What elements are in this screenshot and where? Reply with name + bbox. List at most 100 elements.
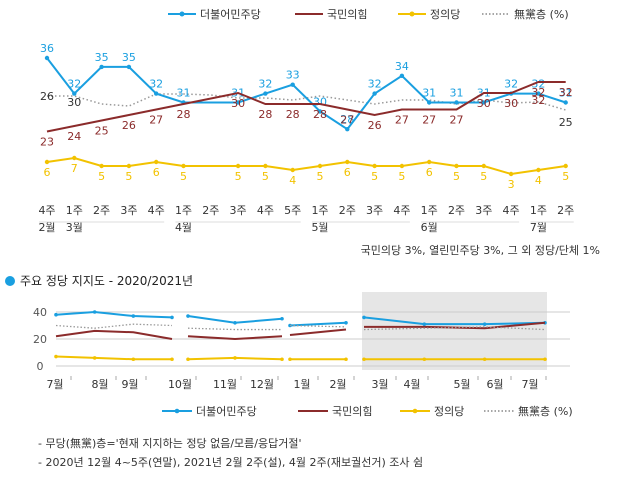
series-line-noparty [47,93,566,111]
x-tick-month-2: 7월 [521,378,538,391]
x-tick-month-2: 11월 [213,378,237,391]
legend-swatch-marker [179,11,185,17]
data-point-minjoo [72,91,77,96]
data-label-minjoo: 31 [559,87,573,100]
legend-label: 국민의힘 [327,8,367,21]
x-tick-week: 1주 [530,204,547,217]
mini-point [54,312,58,317]
legend2-label: 국민의힘 [332,405,372,418]
data-label-noparty: 32 [531,94,545,107]
data-point-minjoo [481,100,486,105]
data-label-minjoo: 32 [67,78,81,91]
data-label-minjoo: 33 [286,69,300,82]
x-tick-week: 3주 [475,204,492,217]
legend-label: 정의당 [430,8,460,21]
mini-series-0 [55,310,173,319]
data-label-ppp: 32 [559,86,573,99]
mini-series-0 [289,321,347,327]
data-label-ppp: 28 [313,108,327,121]
x-tick-week: 2주 [339,204,356,217]
series-line-ppp [46,81,566,133]
data-point-justice [181,163,186,169]
data-label-minjoo: 31 [422,87,436,100]
data-label-ppp: 23 [40,136,54,149]
legend-label: 無黨층 (%) [514,7,569,21]
mini-point [186,357,190,362]
x-tick-month-2: 10월 [168,378,192,391]
data-point-justice [345,159,350,165]
data-label-minjoo: 32 [504,78,518,91]
data-label-minjoo: 36 [40,42,54,55]
title-bullet-icon [5,276,15,286]
mini-point [362,357,366,362]
data-label-ppp: 28 [177,108,191,121]
data-point-justice [235,163,241,169]
x-tick-week: 1주 [66,204,83,217]
data-label-justice: 5 [125,170,132,183]
data-point-minjoo [563,100,568,105]
x-tick-week: 3주 [366,204,383,217]
mini-point [131,314,136,318]
x-tick-month: 7월 [530,221,547,234]
data-label-justice: 6 [426,166,433,179]
x-tick-week: 3주 [120,204,137,217]
x-tick-month-2: 8월 [91,378,108,391]
data-label-justice: 5 [398,170,405,183]
x-tick-week: 2주 [93,204,110,217]
mini-series-1 [364,321,546,330]
mini-point [280,316,284,321]
data-point-minjoo [126,64,132,70]
mini-point [131,357,136,362]
mini-point [233,321,237,325]
x-tick-month: 4월 [175,221,192,234]
mini-point [344,357,348,362]
data-label-ppp: 24 [67,130,81,143]
x-tick-week: 2주 [557,204,574,217]
data-point-minjoo [454,100,459,105]
data-label-justice: 5 [180,170,187,183]
data-label-ppp: 27 [395,114,409,127]
mini-point [422,357,427,362]
highlight-region [362,292,547,370]
data-point-minjoo [154,91,159,96]
legend2-label: 더불어민주당 [196,405,257,418]
data-point-minjoo [235,100,241,105]
data-point-justice [263,163,268,169]
data-label-minjoo: 31 [450,87,464,100]
data-label-justice: 4 [289,174,296,187]
y-tick-label: 0 [37,360,44,373]
data-label-ppp: 30 [504,97,518,110]
x-tick-week: 3주 [230,204,247,217]
data-label-ppp: 32 [531,86,545,99]
data-label-justice: 5 [262,170,269,183]
mini-point [54,354,58,359]
data-label-minjoo: 35 [122,51,136,64]
mini-point [280,357,284,362]
x-tick-week: 4주 [38,204,55,217]
data-label-justice: 5 [562,170,569,183]
data-label-justice: 6 [153,166,160,179]
legend-swatch-marker [409,11,415,17]
legend2-label: 無黨층 (%) [518,404,573,418]
x-tick-week: 5주 [284,204,301,217]
data-label-minjoo: 31 [177,87,191,100]
mini-point [170,315,174,320]
data-point-minjoo [536,91,541,96]
data-label-ppp: 30 [477,97,491,110]
data-label-ppp: 27 [340,114,354,127]
x-tick-month-2: 12월 [250,378,274,391]
x-tick-month: 6월 [421,221,438,234]
data-label-ppp: 28 [286,108,300,121]
x-tick-month-2: 2월 [329,378,346,391]
data-point-justice [481,163,486,169]
mini-point [482,322,487,326]
legend2-marker [412,408,418,414]
data-label-justice: 3 [508,178,515,191]
data-point-justice [44,159,50,165]
data-point-justice [508,171,514,177]
data-point-justice [99,163,104,169]
data-point-minjoo [263,91,268,96]
data-label-justice: 5 [98,170,105,183]
x-tick-month: 5월 [311,221,328,234]
